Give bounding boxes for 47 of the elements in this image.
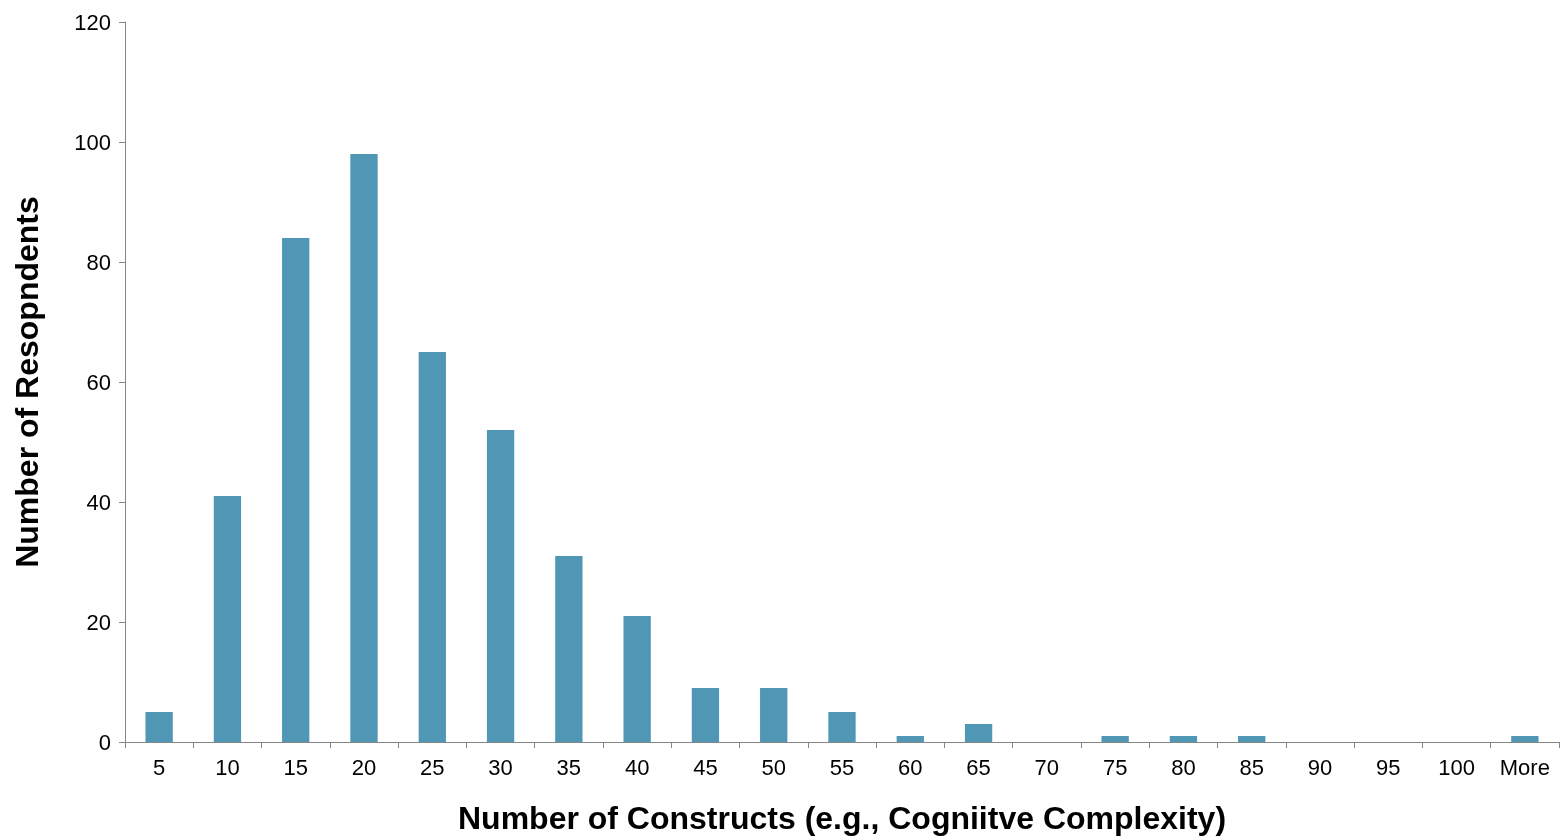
bar [828, 712, 856, 742]
x-tick-label: 95 [1376, 754, 1401, 780]
bar [1169, 736, 1198, 742]
bar [964, 724, 993, 742]
y-tick-label: 100 [74, 129, 111, 155]
bar [1511, 736, 1539, 742]
bar [282, 238, 310, 742]
bar [1101, 736, 1129, 742]
bar [623, 616, 651, 742]
y-tick-label: 60 [86, 369, 111, 395]
x-tick-label: 90 [1307, 754, 1333, 780]
x-tick-label: 25 [420, 754, 445, 780]
x-tick-label: 75 [1102, 754, 1128, 780]
x-tick-label: 100 [1438, 754, 1475, 780]
x-tick-label: 5 [153, 754, 166, 780]
bar [896, 736, 924, 742]
x-tick-label: 85 [1239, 754, 1264, 780]
bar [1238, 736, 1266, 742]
x-tick-label: 30 [488, 754, 513, 780]
bar [555, 556, 583, 742]
x-tick-label: 35 [556, 754, 582, 780]
x-axis-title: Number of Constructs (e.g., Cogniitve Complexity) [457, 800, 1227, 836]
bar [760, 688, 788, 742]
y-tick-label: 120 [74, 9, 111, 35]
x-tick-label: 15 [283, 754, 308, 780]
x-tick-label: 80 [1171, 754, 1196, 780]
y-tick-label: 0 [98, 729, 111, 755]
bar [350, 154, 378, 742]
bar [418, 352, 446, 742]
x-tick-label: 10 [215, 754, 240, 780]
bar [145, 712, 173, 742]
y-axis-title: Number of Resopndents [9, 196, 45, 568]
x-tick-label: 50 [761, 754, 786, 780]
x-tick-label: 20 [351, 754, 377, 780]
bar [213, 496, 242, 742]
x-tick-label: More [1499, 754, 1550, 780]
bar [486, 430, 515, 742]
x-tick-label: 70 [1034, 754, 1060, 780]
y-tick-label: 80 [86, 249, 111, 275]
x-tick-label: 55 [829, 754, 855, 780]
y-tick-label: 40 [86, 489, 111, 515]
x-tick-label: 45 [693, 754, 718, 780]
bar [691, 688, 720, 742]
x-tick-label: 60 [898, 754, 923, 780]
x-tick-label: 40 [624, 754, 650, 780]
y-tick-label: 20 [86, 609, 111, 635]
x-tick-label: 65 [966, 754, 991, 780]
